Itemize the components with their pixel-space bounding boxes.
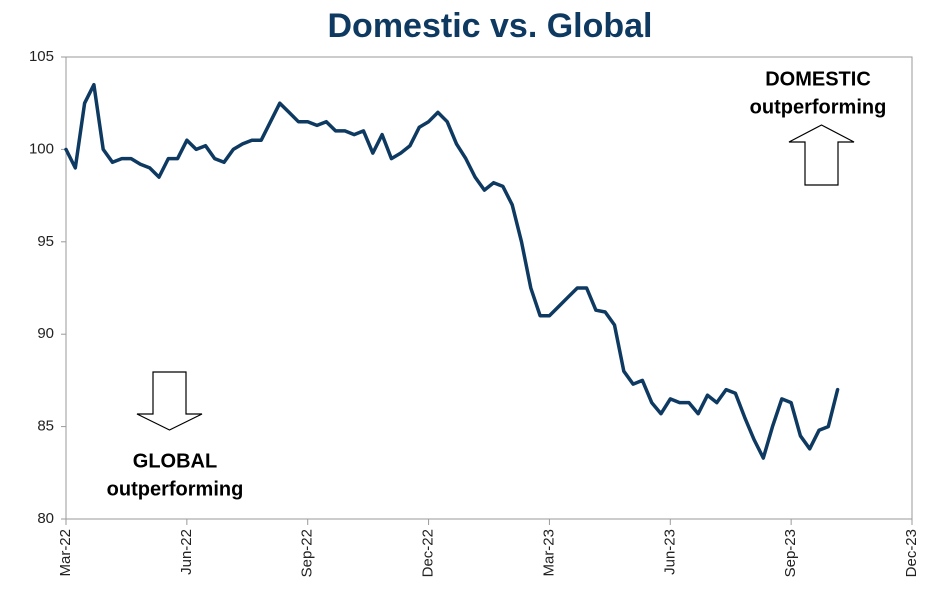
x-tick-label: Jun-22 xyxy=(178,529,195,575)
y-tick-label: 80 xyxy=(37,510,54,527)
annotation: DOMESTIC xyxy=(765,68,871,90)
x-tick-label: Sep-22 xyxy=(299,529,316,577)
x-tick-label: Sep-23 xyxy=(782,529,799,577)
annotation: outperforming xyxy=(107,478,244,500)
x-tick-label: Mar-23 xyxy=(540,529,557,577)
x-tick-label: Mar-22 xyxy=(57,529,74,577)
y-tick-label: 105 xyxy=(29,48,54,65)
y-tick-label: 100 xyxy=(29,140,54,157)
chart-title: Domestic vs. Global xyxy=(328,7,653,45)
y-tick-label: 85 xyxy=(37,418,54,435)
up-arrow xyxy=(788,124,855,186)
plot-frame xyxy=(65,56,913,520)
y-tick-label: 95 xyxy=(37,233,54,250)
x-tick-label: Dec-22 xyxy=(420,529,437,577)
x-tick-label: Jun-23 xyxy=(661,529,678,575)
down-arrow xyxy=(136,371,203,431)
annotation: GLOBAL xyxy=(133,450,217,472)
data-line xyxy=(64,82,840,460)
x-tick-label: Dec-23 xyxy=(903,529,920,577)
annotation: outperforming xyxy=(750,96,887,118)
y-tick-label: 90 xyxy=(37,325,54,342)
